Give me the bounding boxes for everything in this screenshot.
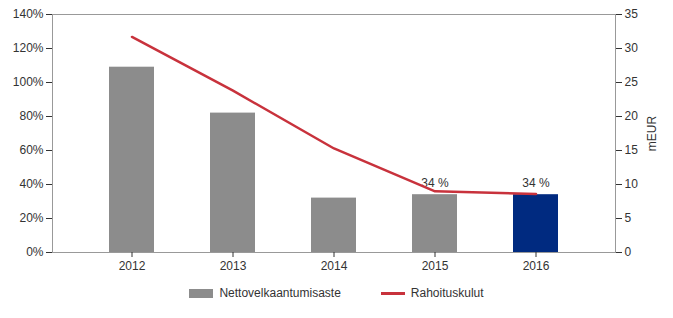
svg-text:2014: 2014 — [321, 259, 348, 273]
html-text:Rahoituskulut: Rahoituskulut — [410, 286, 484, 300]
svg-text:mEUR: mEUR — [645, 116, 659, 152]
svg-text:0%: 0% — [26, 245, 44, 259]
svg-text:40%: 40% — [19, 177, 43, 191]
svg-text:34 %: 34 % — [522, 176, 550, 190]
svg-text:2016: 2016 — [523, 259, 550, 273]
svg-text:10: 10 — [625, 177, 639, 191]
svg-text:34 %: 34 % — [421, 175, 449, 190]
svg-text:0: 0 — [625, 245, 632, 259]
svg-text:120%: 120% — [13, 41, 44, 55]
svg-text:2013: 2013 — [220, 259, 247, 273]
svg-text:20: 20 — [625, 109, 639, 123]
svg-text:15: 15 — [625, 143, 639, 157]
svg-text:140%: 140% — [13, 7, 44, 21]
svg-text:30: 30 — [625, 41, 639, 55]
html-text:Nettovelkaantumisaste: Nettovelkaantumisaste — [219, 286, 341, 300]
svg-text:80%: 80% — [19, 109, 43, 123]
svg-text:25: 25 — [625, 75, 639, 89]
svg-text:35: 35 — [625, 7, 639, 21]
svg-text:2015: 2015 — [422, 259, 449, 273]
svg-text:2012: 2012 — [119, 259, 146, 273]
svg-text:20%: 20% — [19, 211, 43, 225]
svg-text:100%: 100% — [13, 75, 44, 89]
svg-text:60%: 60% — [19, 143, 43, 157]
svg-text:5: 5 — [625, 211, 632, 225]
